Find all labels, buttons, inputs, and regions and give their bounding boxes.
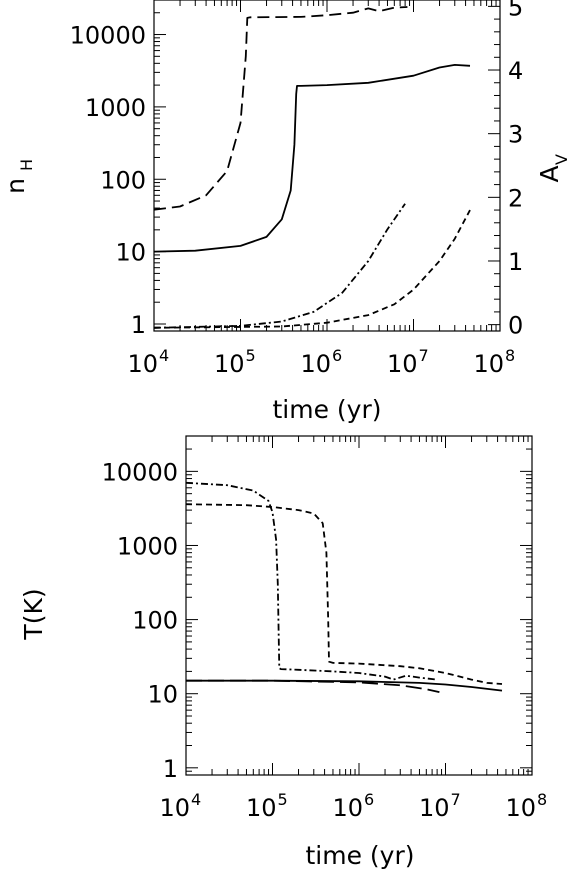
x-tick-label: 10 8 [473, 346, 515, 378]
x-tick-base: 10 [332, 794, 363, 822]
x-tick-exponent: 8 [505, 346, 515, 365]
x-axis-title: time (yr) [305, 841, 414, 870]
x-tick-exponent: 7 [419, 346, 429, 365]
x-tick-exponent: 6 [364, 790, 374, 809]
x-tick-base: 10 [419, 794, 450, 822]
x-tick-base: 10 [387, 350, 418, 378]
x-tick-base: 10 [246, 794, 277, 822]
series-curves [153, 6, 471, 329]
x-tick-base: 10 [300, 350, 331, 378]
y-tick-label: 100 [132, 607, 178, 635]
y2-axis-title: A V [535, 154, 571, 183]
x-tick-base: 10 [159, 794, 190, 822]
x-tick-label: 10 6 [332, 790, 374, 822]
plot-frame [153, 0, 501, 332]
series-solid-line [153, 64, 471, 253]
x-tick-exponent: 8 [537, 790, 547, 809]
y-axis-title-main: n [1, 178, 30, 194]
ticks [185, 435, 532, 776]
x-tick-exponent: 4 [159, 346, 169, 365]
x-tick-label: 10 5 [246, 790, 288, 822]
x-tick-base: 10 [473, 350, 504, 378]
x-tick-exponent: 7 [451, 790, 461, 809]
plot-frame [185, 435, 533, 776]
y-tick-label: 10 [115, 239, 146, 267]
series-dashed-line [153, 6, 408, 211]
x-tick-exponent: 5 [278, 790, 288, 809]
y2-tick-label: 2 [508, 184, 523, 212]
plot-area [185, 435, 533, 776]
x-tick-base: 10 [505, 794, 536, 822]
x-axis-title: time (yr) [272, 395, 381, 424]
y2-tick-label: 4 [508, 57, 523, 85]
y-axis-title-subscript: H [17, 159, 36, 171]
series-long-dash-line [186, 679, 440, 693]
series-curves [185, 481, 503, 693]
x-tick-label: 10 8 [505, 790, 547, 822]
y-axis-title: T(K) [19, 588, 48, 640]
series-solid-line [186, 679, 503, 692]
series-short-dash-line [185, 503, 503, 685]
y-tick-label: 1000 [85, 94, 146, 122]
x-tick-exponent: 4 [191, 790, 201, 809]
series-short-dash-line [153, 209, 471, 329]
ticks [153, 0, 500, 332]
x-tick-exponent: 5 [246, 346, 256, 365]
y-tick-label: 1000 [117, 532, 178, 560]
series-dash-dot-line [153, 203, 406, 329]
x-tick-label: 10 4 [127, 346, 169, 378]
x-tick-label: 10 6 [300, 346, 342, 378]
y2-tick-label: 5 [508, 0, 523, 21]
y-tick-label: 1 [163, 755, 178, 783]
x-tick-label: 10 7 [387, 346, 429, 378]
y-tick-label: 1 [131, 311, 146, 339]
y2-axis-title-main: A [535, 165, 564, 182]
plot-area [153, 0, 501, 332]
series-dash-dot-line [185, 481, 438, 681]
y-tick-label: 10000 [102, 458, 178, 486]
y2-tick-label: 0 [508, 312, 523, 340]
y-tick-label: 10000 [70, 22, 146, 50]
x-tick-base: 10 [127, 350, 158, 378]
x-tick-base: 10 [214, 350, 245, 378]
y2-axis-title-subscript: V [552, 154, 571, 165]
y2-tick-label: 3 [508, 121, 523, 149]
y-axis-title: n H [1, 159, 36, 194]
x-tick-label: 10 4 [159, 790, 201, 822]
x-tick-label: 10 7 [419, 790, 461, 822]
y-tick-label: 10 [147, 681, 178, 709]
y-tick-label: 100 [100, 166, 146, 194]
y2-tick-label: 1 [508, 248, 523, 276]
x-tick-label: 10 5 [214, 346, 256, 378]
x-tick-exponent: 6 [332, 346, 342, 365]
